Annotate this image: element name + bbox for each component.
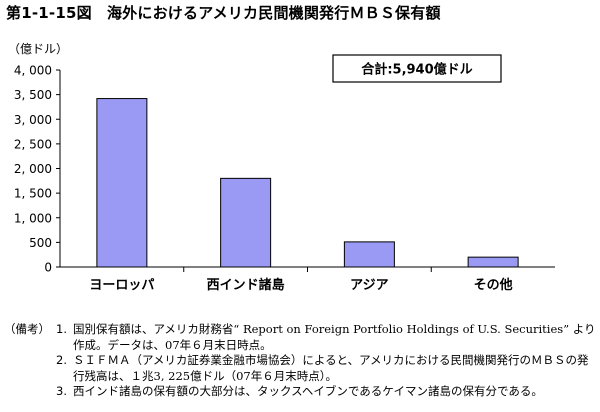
x-category-label: その他 <box>474 277 513 293</box>
x-category-label: アジア <box>350 278 388 293</box>
notes-lead: （備考） <box>4 322 50 336</box>
total-annotation-box <box>332 54 502 83</box>
y-tick-label: 1, 000 <box>14 211 52 225</box>
y-tick-label: 1, 500 <box>14 187 52 201</box>
note-number: 3. <box>56 384 67 398</box>
note-number: 2. <box>56 353 67 367</box>
bar-3 <box>343 241 395 268</box>
y-tick-label: 4, 000 <box>14 64 52 78</box>
y-axis: 0 500 1, 000 1, 500 2, 000 2, 500 3, 000 3, 500… <box>14 64 61 275</box>
figure-title: 第1-1-15図 海外におけるアメリカ民間機関発行ＭＢＳ保有額 <box>6 4 441 22</box>
total-annotation: 合計:5,940億ドル <box>332 54 502 83</box>
y-tick-label: 3, 000 <box>14 113 52 127</box>
notes: （備考） 1. 国別保有額は、アメリカ財務省“ Report on Foreig… <box>4 322 600 400</box>
x-category-label: 西インド諸島 <box>207 277 285 293</box>
x-category-label: ヨーロッパ <box>89 278 154 293</box>
bar-2 <box>220 177 272 268</box>
x-axis: ヨーロッパ 西インド諸島 アジア その他 <box>60 266 555 293</box>
note-row-1: （備考） 1. 国別保有額は、アメリカ財務省“ Report on Foreig… <box>4 322 600 353</box>
note-text: 西インド諸島の保有額の大部分は、タックスヘイブンであるケイマン諸島の保有分である… <box>73 384 543 398</box>
total-annotation-text: 合計:5,940億ドル <box>361 62 472 78</box>
y-tick-label: 2, 000 <box>14 162 52 176</box>
y-tick-label: 500 <box>29 236 52 250</box>
note-row-2: 2. ＳＩＦＭＡ（アメリカ証券業金融市場協会）によると、アメリカにおける民間機関… <box>4 353 600 384</box>
note-text: ＳＩＦＭＡ（アメリカ証券業金融市場協会）によると、アメリカにおける民間機関発行の… <box>73 353 589 383</box>
y-tick-label: 2, 500 <box>14 137 52 151</box>
bar-1 <box>96 98 148 268</box>
y-tick-label: 0 <box>44 261 52 275</box>
y-axis-unit-label: （億ドル） <box>8 42 69 56</box>
note-row-3: 3. 西インド諸島の保有額の大部分は、タックスヘイブンであるケイマン諸島の保有分… <box>4 384 600 400</box>
note-number: 1. <box>56 322 67 336</box>
bars <box>96 98 519 268</box>
bar-4 <box>467 256 519 268</box>
note-text: 国別保有額は、アメリカ財務省“ Report on Foreign Portfo… <box>73 322 596 352</box>
y-tick-label: 3, 500 <box>14 88 52 102</box>
